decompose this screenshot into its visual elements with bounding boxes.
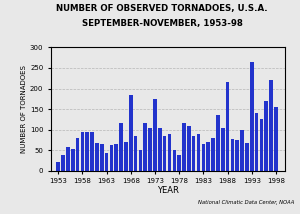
X-axis label: YEAR: YEAR [157,186,179,195]
Bar [221,128,224,171]
Bar [153,99,157,171]
Bar [124,142,128,171]
Bar [192,136,196,171]
Bar [85,132,89,171]
Bar [265,101,268,171]
Bar [105,153,108,171]
Bar [114,144,118,171]
Y-axis label: NUMBER OF TORNADOES: NUMBER OF TORNADOES [21,65,27,153]
Bar [158,128,162,171]
Bar [95,143,99,171]
Bar [143,123,147,171]
Bar [187,125,191,171]
Bar [260,119,263,171]
Bar [139,150,142,171]
Bar [61,155,65,171]
Bar [81,132,84,171]
Bar [206,142,210,171]
Bar [255,113,258,171]
Bar [182,123,186,171]
Bar [250,62,253,171]
Bar [172,150,176,171]
Bar [197,134,200,171]
Bar [76,138,79,171]
Bar [90,132,94,171]
Bar [134,136,137,171]
Bar [245,143,249,171]
Bar [168,134,171,171]
Bar [129,95,133,171]
Bar [71,149,74,171]
Bar [66,147,70,171]
Bar [177,155,181,171]
Text: SEPTEMBER-NOVEMBER, 1953-98: SEPTEMBER-NOVEMBER, 1953-98 [82,19,242,28]
Bar [202,144,205,171]
Bar [240,130,244,171]
Text: NUMBER OF OBSERVED TORNADOES, U.S.A.: NUMBER OF OBSERVED TORNADOES, U.S.A. [56,4,268,13]
Bar [226,82,230,171]
Bar [269,80,273,171]
Bar [216,115,220,171]
Text: National Climatic Data Center, NOAA: National Climatic Data Center, NOAA [198,201,294,205]
Bar [274,107,278,171]
Bar [231,139,234,171]
Bar [211,138,215,171]
Bar [56,162,60,171]
Bar [236,140,239,171]
Bar [110,145,113,171]
Bar [163,136,166,171]
Bar [148,128,152,171]
Bar [119,123,123,171]
Bar [100,144,103,171]
